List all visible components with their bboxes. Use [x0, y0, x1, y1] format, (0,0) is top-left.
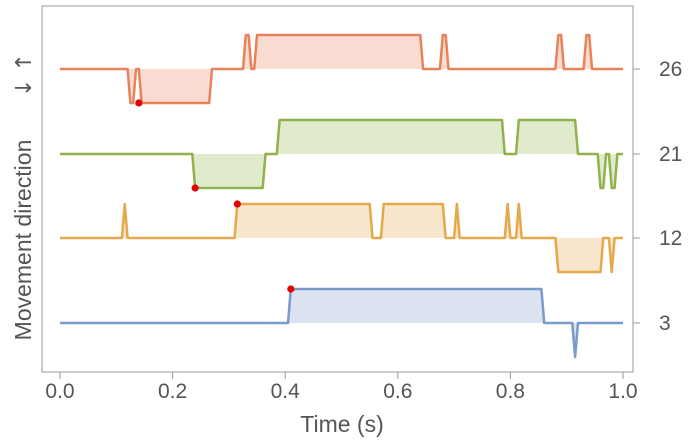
- y-tick-label-21: 21: [659, 143, 682, 166]
- x-axis-title: Time (s): [300, 411, 383, 437]
- y-tick-label-12: 12: [659, 227, 682, 250]
- series-line-21: [60, 118, 623, 190]
- series-line-26: [60, 33, 623, 105]
- series-fill-12: [60, 204, 623, 272]
- plot-frame: [41, 5, 634, 373]
- series-fill-26: [60, 35, 623, 103]
- series-fill-3: [60, 289, 623, 357]
- series-line-3: [60, 287, 623, 359]
- y-axis-title: Movement direction: [10, 140, 36, 341]
- onset-marker-3: [287, 285, 295, 293]
- y-tick-label-3: 3: [659, 312, 671, 335]
- series-fill-21: [60, 120, 623, 188]
- x-tick-label-0.6: 0.6: [383, 380, 412, 403]
- x-tick-label-1.0: 1.0: [608, 380, 637, 403]
- x-axis-ticks: 0.0 0.2 0.4 0.6 0.8 1.0: [45, 372, 638, 403]
- onset-marker-26: [135, 99, 143, 107]
- onset-markers: [135, 99, 295, 293]
- x-tick-label-0.0: 0.0: [45, 380, 74, 403]
- y-tick-label-26: 26: [659, 58, 682, 81]
- x-tick-label-0.8: 0.8: [496, 380, 525, 403]
- y-axis-ticks: 26 21 12 3: [633, 58, 682, 335]
- x-tick-label-0.2: 0.2: [158, 380, 187, 403]
- x-tick-label-0.4: 0.4: [271, 380, 301, 403]
- direction-arrows-label: ↓ ↑: [12, 53, 37, 97]
- series-line-12: [60, 202, 623, 274]
- area-fills: [60, 35, 623, 357]
- onset-marker-21: [191, 184, 199, 192]
- series-lines: [60, 33, 623, 359]
- onset-marker-12: [233, 200, 241, 208]
